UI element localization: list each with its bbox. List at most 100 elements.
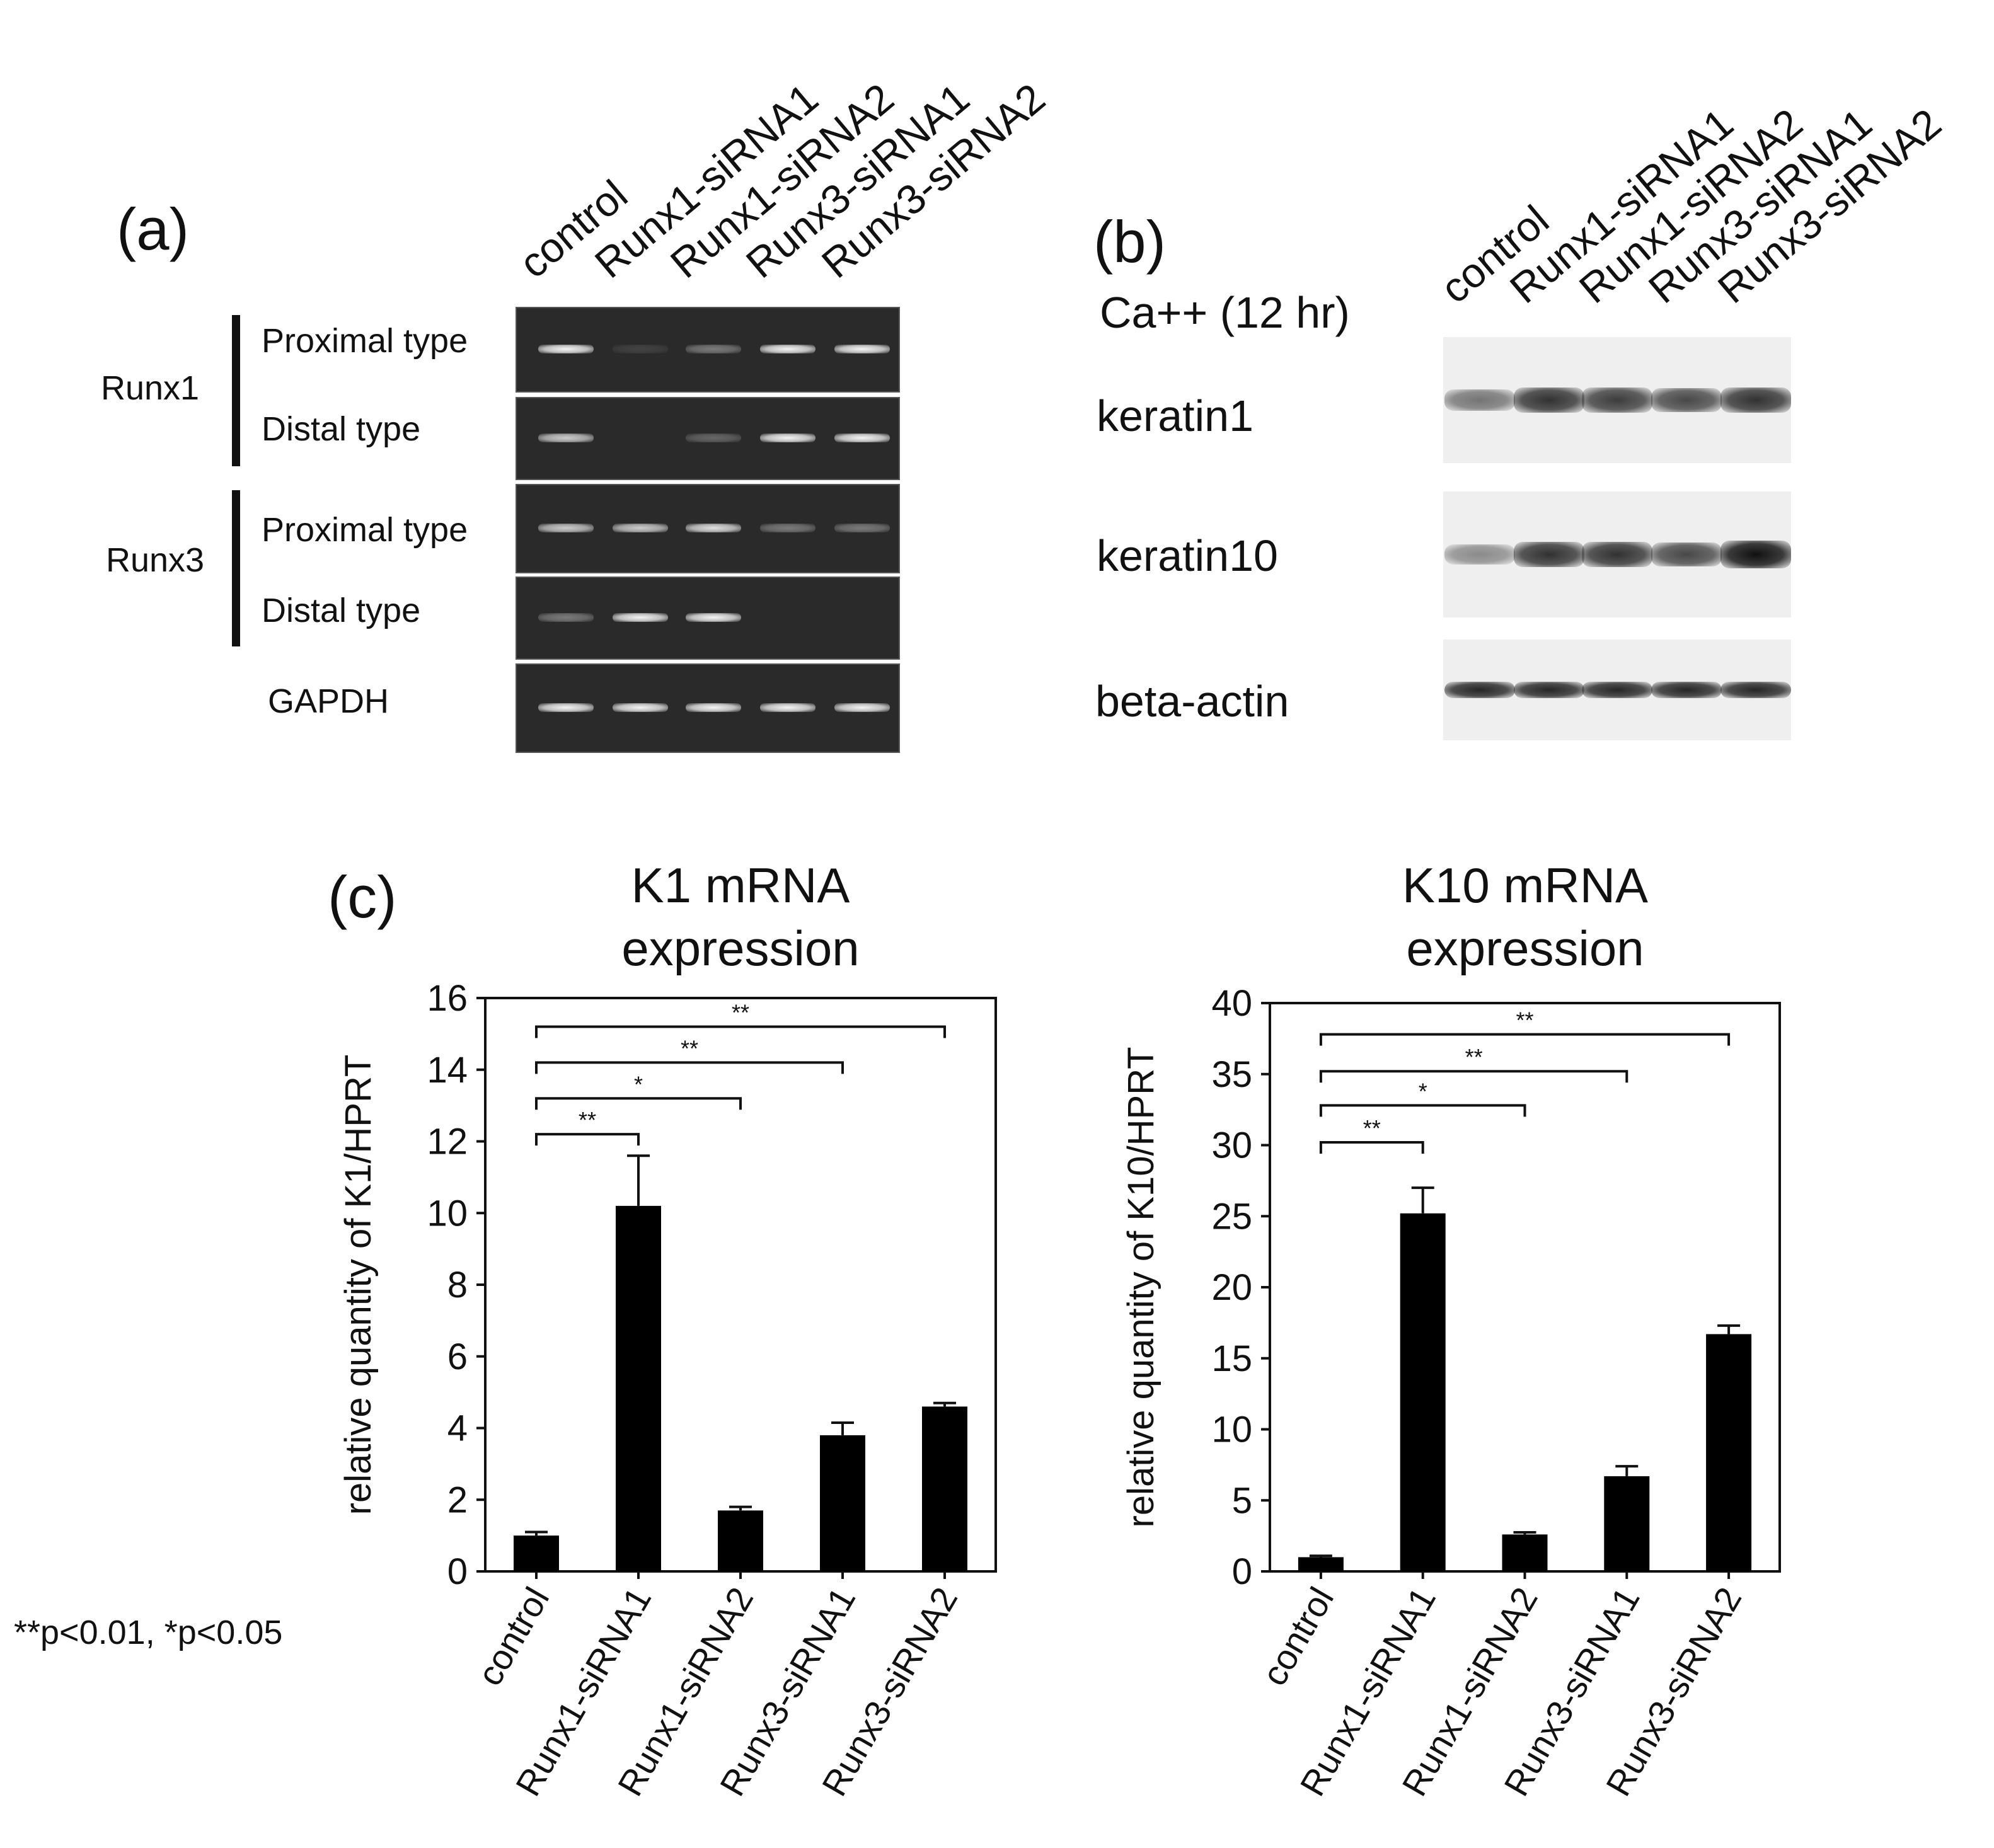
k1-ytick-label: 4 xyxy=(447,1408,468,1449)
k1-ytick-label: 2 xyxy=(447,1479,468,1520)
k1-ytick-label: 16 xyxy=(427,978,468,1019)
band-runx1-proximal-lane-4 xyxy=(760,345,815,353)
band-runx3-proximal-lane-3 xyxy=(686,524,741,532)
k1-significance-label-1: ** xyxy=(579,1107,596,1133)
gel-runx1-distal xyxy=(516,397,900,480)
blot-keratin10 xyxy=(1443,491,1791,617)
panel-c-letter: (c) xyxy=(328,864,397,930)
keratin10-label: keratin10 xyxy=(1097,531,1278,580)
wb-band-beta-actin-lane-1 xyxy=(1444,682,1515,698)
band-runx3-proximal-lane-5 xyxy=(834,524,890,532)
k1-ytick-label: 12 xyxy=(427,1122,468,1162)
k1-significance-label-3: ** xyxy=(681,1035,698,1061)
wb-band-beta-actin-lane-2 xyxy=(1514,682,1584,698)
k10-bar-runx1-sirna2 xyxy=(1502,1534,1548,1571)
k10-ylabel: relative quantity of K10/HPRT xyxy=(1121,1047,1161,1528)
gel-gapdh xyxy=(516,663,900,753)
k1-ytick-label: 14 xyxy=(427,1050,468,1091)
band-runx1-distal-lane-3 xyxy=(686,433,741,442)
band-runx3-distal-lane-3 xyxy=(686,613,741,622)
band-runx3-distal-lane-2 xyxy=(613,613,668,622)
wb-band-keratin1-lane-4 xyxy=(1651,387,1722,413)
k1-ytick-label: 0 xyxy=(447,1551,468,1592)
k10-ytick-label: 20 xyxy=(1211,1267,1252,1308)
k1-significance-label-4: ** xyxy=(732,1000,749,1026)
k10-ytick-label: 5 xyxy=(1232,1480,1252,1521)
k1-chart-title-line2: expression xyxy=(621,921,859,976)
k1-bar-runx1-sirna2 xyxy=(718,1510,763,1571)
wb-band-beta-actin-lane-4 xyxy=(1651,682,1722,698)
k10-bar-runx1-sirna1 xyxy=(1400,1213,1446,1571)
k1-significance-label-2: * xyxy=(634,1071,643,1097)
k10-significance-label-4: ** xyxy=(1516,1007,1533,1033)
wb-band-beta-actin-lane-3 xyxy=(1582,682,1652,698)
band-gapdh-lane-5 xyxy=(834,703,890,712)
k1-significance-bracket-3 xyxy=(535,1061,844,1074)
band-runx1-distal-lane-1 xyxy=(538,433,594,442)
wb-band-keratin1-lane-3 xyxy=(1582,387,1652,413)
band-gapdh-lane-4 xyxy=(760,703,815,712)
blot-beta-actin xyxy=(1443,640,1791,740)
band-runx3-proximal-lane-1 xyxy=(538,524,594,532)
k1-significance-bracket-1 xyxy=(535,1133,640,1146)
gapdh-label: GAPDH xyxy=(268,682,389,720)
runx3-distal-label: Distal type xyxy=(262,592,421,629)
k10-significance-bracket-4 xyxy=(1319,1033,1731,1046)
k1-bar-runx3-sirna2 xyxy=(922,1406,967,1571)
calcium-condition-label: Ca++ (12 hr) xyxy=(1100,288,1350,337)
band-runx1-distal-lane-5 xyxy=(834,433,890,442)
band-gapdh-lane-3 xyxy=(686,703,741,712)
band-runx1-distal-lane-4 xyxy=(760,433,815,442)
wb-band-keratin10-lane-5 xyxy=(1720,541,1791,568)
k1-significance-bracket-4 xyxy=(535,1025,946,1038)
k10-chart-title-line2: expression xyxy=(1406,921,1644,976)
band-runx1-proximal-lane-2 xyxy=(613,345,668,353)
k1-xtick-label-control: control xyxy=(470,1581,557,1692)
k1-bar-runx1-sirna1 xyxy=(616,1205,661,1571)
gel-runx1-proximal xyxy=(516,307,900,393)
k1-ylabel: relative quantity of K1/HPRT xyxy=(338,1055,379,1515)
k10-ytick-label: 25 xyxy=(1211,1196,1252,1237)
k10-ytick-label: 35 xyxy=(1211,1054,1252,1095)
runx3-group-label: Runx3 xyxy=(106,541,205,579)
panel-b-letter: (b) xyxy=(1093,209,1166,275)
band-runx1-proximal-lane-1 xyxy=(538,345,594,353)
band-runx1-proximal-lane-3 xyxy=(686,345,741,353)
wb-band-keratin10-lane-4 xyxy=(1651,542,1722,567)
runx1-proximal-label: Proximal type xyxy=(262,322,468,360)
gel-runx3-distal xyxy=(516,577,900,660)
k10-significance-bracket-3 xyxy=(1319,1070,1628,1083)
gel-runx3-proximal xyxy=(516,484,900,573)
k1-ytick-label: 10 xyxy=(427,1193,468,1234)
runx1-distal-label: Distal type xyxy=(262,410,421,448)
runx3-bracket xyxy=(232,490,240,646)
k10-bar-runx3-sirna1 xyxy=(1604,1476,1650,1571)
blot-keratin1 xyxy=(1443,337,1791,463)
band-runx3-proximal-lane-2 xyxy=(613,524,668,532)
k1-ytick-label: 6 xyxy=(447,1336,468,1377)
wb-band-keratin10-lane-3 xyxy=(1582,541,1652,568)
wb-band-keratin1-lane-2 xyxy=(1514,387,1584,413)
k1-bar-control xyxy=(514,1535,559,1571)
wb-band-keratin1-lane-5 xyxy=(1720,387,1791,413)
k10-bar-control xyxy=(1298,1557,1344,1571)
k10-ytick-label: 15 xyxy=(1211,1338,1252,1379)
wb-band-keratin10-lane-2 xyxy=(1514,541,1584,568)
k1-plot-frame xyxy=(484,997,997,1573)
wb-band-keratin1-lane-1 xyxy=(1444,389,1515,411)
k10-significance-label-3: ** xyxy=(1465,1044,1483,1070)
beta-actin-label: beta-actin xyxy=(1095,677,1289,726)
k10-significance-label-1: ** xyxy=(1363,1115,1381,1141)
k10-bar-runx3-sirna2 xyxy=(1706,1334,1752,1571)
wb-band-keratin10-lane-1 xyxy=(1444,544,1515,565)
k10-chart-title-line1: K10 mRNA xyxy=(1402,858,1648,913)
runx3-proximal-label: Proximal type xyxy=(262,511,468,549)
k10-ytick-label: 10 xyxy=(1211,1409,1252,1450)
significance-footnote: **p<0.01, *p<0.05 xyxy=(14,1614,283,1651)
runx1-group-label: Runx1 xyxy=(101,369,200,407)
k1-significance-bracket-2 xyxy=(535,1097,742,1110)
k1-bar-runx3-sirna1 xyxy=(820,1435,865,1571)
band-runx1-proximal-lane-5 xyxy=(834,345,890,353)
k10-ytick-label: 30 xyxy=(1211,1125,1252,1166)
